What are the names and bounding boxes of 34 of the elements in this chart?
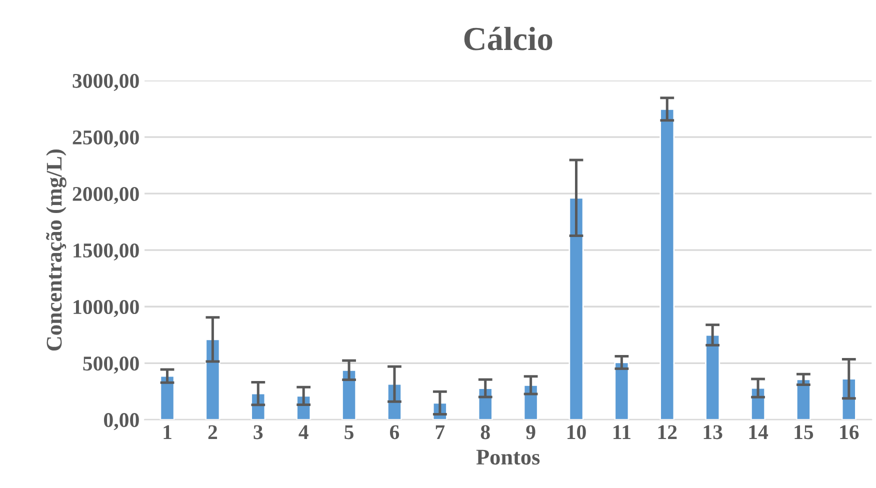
x-tick-label: 9 — [526, 425, 536, 440]
chart-title: Cálcio — [464, 26, 552, 50]
y-axis-title: Concentração (mg/L) — [46, 150, 66, 351]
x-tick-label: 10 — [567, 425, 586, 440]
bar — [660, 108, 675, 420]
x-tick-label: 16 — [840, 425, 859, 440]
x-tick-label: 8 — [480, 425, 490, 440]
x-tick-label: 4 — [298, 425, 308, 439]
x-tick-label: 6 — [390, 425, 400, 440]
y-tick-label: 2000,00 — [72, 186, 139, 204]
bar — [342, 369, 357, 420]
x-tick-label: 2 — [208, 425, 218, 439]
y-tick-label: 500,00 — [83, 356, 139, 374]
x-tick-label: 1 — [164, 425, 172, 439]
x-axis-title: Pontos — [476, 450, 540, 465]
x-tick-label: 3 — [254, 425, 263, 440]
y-tick-label: 3000,00 — [72, 74, 139, 91]
bar — [796, 378, 811, 420]
x-tick-label: 7 — [436, 425, 445, 439]
y-tick-label: 1000,00 — [74, 300, 139, 318]
x-tick-label: 14 — [749, 425, 768, 439]
bar — [205, 338, 220, 420]
y-tick-label: 1500,00 — [74, 243, 139, 261]
x-tick-label: 13 — [704, 425, 722, 440]
bar — [568, 197, 584, 420]
bar — [705, 334, 720, 420]
x-tick-label: 15 — [794, 425, 814, 440]
bar — [614, 362, 630, 420]
x-tick-label: 11 — [614, 425, 630, 439]
y-tick-label: 0,00 — [104, 413, 139, 430]
y-tick-label: 2500,00 — [72, 130, 139, 148]
x-tick-label: 12 — [658, 425, 677, 439]
bar — [160, 375, 175, 420]
x-tick-label: 5 — [344, 425, 354, 440]
